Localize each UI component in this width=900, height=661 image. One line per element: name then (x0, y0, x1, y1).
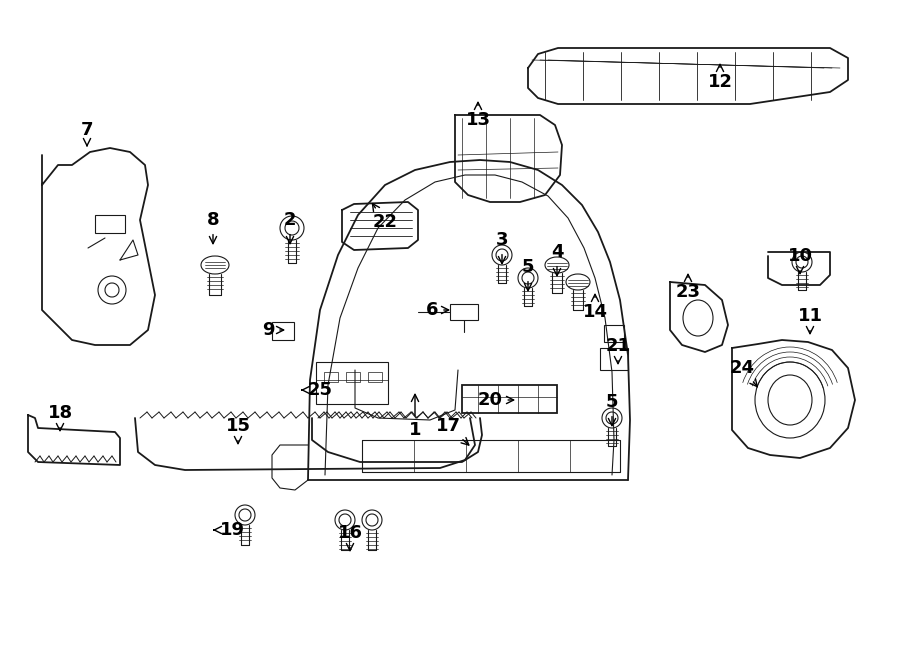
Text: 24: 24 (730, 359, 757, 387)
Text: 11: 11 (797, 307, 823, 334)
Text: 14: 14 (582, 294, 608, 321)
Text: 4: 4 (551, 243, 563, 276)
Bar (316, 362, 388, 404)
Bar (272, 322, 294, 340)
Text: 15: 15 (226, 417, 250, 444)
Text: 6: 6 (426, 301, 449, 319)
Bar (346, 372, 360, 382)
Text: 8: 8 (207, 211, 220, 244)
Bar (462, 385, 557, 413)
Text: 10: 10 (788, 247, 813, 274)
Text: 1: 1 (409, 395, 421, 439)
Bar (604, 325, 624, 342)
Bar (450, 304, 478, 320)
Text: 13: 13 (465, 102, 491, 129)
Text: 18: 18 (48, 404, 73, 431)
Text: 19: 19 (213, 521, 245, 539)
Text: 21: 21 (606, 337, 631, 364)
Text: 16: 16 (338, 524, 363, 551)
Bar (324, 372, 338, 382)
Text: 5: 5 (606, 393, 618, 426)
Bar (368, 372, 382, 382)
Text: 20: 20 (478, 391, 514, 409)
Text: 17: 17 (436, 417, 469, 445)
Text: 7: 7 (81, 121, 94, 145)
Text: 25: 25 (302, 381, 332, 399)
Text: 5: 5 (522, 258, 535, 291)
Bar (600, 348, 628, 370)
Text: 9: 9 (262, 321, 284, 339)
Text: 23: 23 (676, 274, 700, 301)
Text: 12: 12 (707, 64, 733, 91)
Bar (95, 215, 125, 233)
Text: 2: 2 (284, 211, 296, 244)
Text: 22: 22 (373, 204, 398, 231)
Text: 3: 3 (496, 231, 508, 264)
